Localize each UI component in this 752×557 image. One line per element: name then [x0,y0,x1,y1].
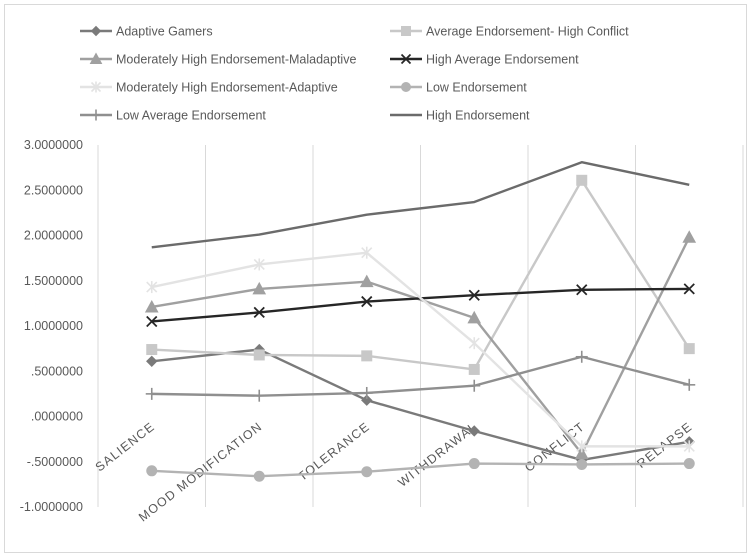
y-tick-label: 3.0000000 [24,138,83,152]
legend-item-average-endorsement-high-conflict: Average Endorsement- High Conflict [390,25,629,39]
data-point [145,387,158,400]
y-tick-label: .5000000 [31,364,83,378]
legend-marker [400,53,412,65]
data-point [575,350,588,363]
series-line [151,179,691,371]
data-point [683,440,695,453]
legend-item-high-average-endorsement: High Average Endorsement [390,53,579,67]
data-point [467,310,482,324]
data-point [253,349,265,361]
data-point [361,295,373,308]
series-moderately-high-endorsement-adaptive [146,246,695,453]
legend-label: Moderately High Endorsement-Adaptive [116,81,338,95]
data-point [683,343,695,355]
legend-marker [90,109,102,121]
legend-item-low-average-endorsement: Low Average Endorsement [80,109,266,123]
data-point [144,299,159,313]
data-point [146,355,158,368]
legend-label: Average Endorsement- High Conflict [426,25,629,39]
data-point [253,258,265,271]
legend-marker [401,82,411,92]
data-point [146,465,158,477]
series-line [151,462,690,478]
legend-label: High Average Endorsement [426,53,579,67]
legend-label: Low Average Endorsement [116,109,266,123]
series-low-average-endorsement [145,350,696,402]
legend-label: Low Endorsement [426,81,527,95]
data-point [576,174,588,186]
data-point [253,470,265,482]
legend-marker [90,25,102,37]
data-point [361,466,373,478]
series-low-endorsement [146,458,695,482]
series-high-endorsement [151,160,690,249]
y-tick-label: -.5000000 [27,455,83,469]
data-point [576,458,588,470]
data-point [468,363,480,375]
legend-marker [401,26,411,36]
data-point [683,458,695,470]
data-point [683,283,695,295]
series-line [151,236,691,455]
data-point [146,315,158,328]
chart-frame [4,4,747,553]
legend-item-moderately-high-endorsement-adaptive: Moderately High Endorsement-Adaptive [80,81,338,95]
legend-item-low-endorsement: Low Endorsement [390,81,527,95]
data-point [361,394,373,406]
series-line [151,160,690,249]
data-point [361,246,373,259]
data-point [468,379,481,392]
series-line [151,251,690,448]
series-line [151,355,690,397]
y-tick-label: -1.0000000 [20,500,83,514]
legend-item-moderately-high-endorsement-maladaptive: Moderately High Endorsement-Maladaptive [80,52,356,67]
y-tick-label: 1.5000000 [24,274,83,288]
series-average-endorsement-high-conflict [146,174,695,375]
data-point [252,281,267,295]
data-point [468,425,480,437]
legend-label: Moderately High Endorsement-Maladaptive [116,53,356,67]
legend-label: High Endorsement [426,109,530,123]
data-point [253,389,266,402]
y-tick-label: 2.5000000 [24,183,83,197]
legend-item-high-endorsement: High Endorsement [390,109,530,123]
y-tick-label: .0000000 [31,410,83,424]
data-point [576,440,588,453]
series-line [151,348,690,462]
legend: Adaptive Gamers Average Endorsement- High… [80,25,629,123]
data-point [360,386,373,399]
series-group [144,160,697,482]
data-point [359,274,374,288]
data-point [574,446,589,460]
legend-item-adaptive-gamers: Adaptive Gamers [80,25,213,39]
legend-label: Adaptive Gamers [116,25,213,39]
data-point [468,337,480,350]
legend-marker [89,52,103,64]
data-point [576,284,588,296]
legend-marker [90,81,102,93]
data-point [468,289,480,301]
data-point [468,458,480,470]
y-tick-label: 2.0000000 [24,229,83,243]
series-moderately-high-endorsement-maladaptive [144,230,697,460]
y-tick-label: 1.0000000 [24,319,83,333]
data-point [253,306,265,319]
data-point [683,378,696,391]
data-point [146,281,158,294]
data-point [682,230,697,243]
y-axis: 3.0000000 2.5000000 2.0000000 1.5000000 1.00… [20,138,83,514]
data-point [361,350,373,362]
x-tick-label: SALIENCE [93,419,158,474]
data-point [146,344,158,356]
